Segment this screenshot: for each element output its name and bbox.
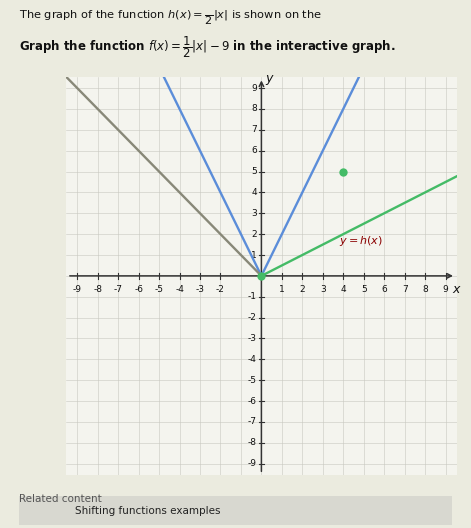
Text: 8: 8 bbox=[251, 105, 257, 114]
Text: Graph the function $f(x) = \dfrac{1}{2}|x| - 9$ in the interactive graph.: Graph the function $f(x) = \dfrac{1}{2}|… bbox=[19, 34, 396, 60]
Text: -4: -4 bbox=[175, 285, 184, 294]
Text: 6: 6 bbox=[382, 285, 387, 294]
Text: 8: 8 bbox=[422, 285, 428, 294]
Text: $y = h(x)$: $y = h(x)$ bbox=[339, 233, 383, 248]
Text: 6: 6 bbox=[251, 146, 257, 155]
Text: 1: 1 bbox=[279, 285, 285, 294]
Text: 3: 3 bbox=[251, 209, 257, 218]
Text: -4: -4 bbox=[248, 355, 257, 364]
Text: -3: -3 bbox=[195, 285, 204, 294]
Text: 9: 9 bbox=[443, 285, 448, 294]
Text: 7: 7 bbox=[251, 125, 257, 134]
Text: 7: 7 bbox=[402, 285, 407, 294]
Text: 4: 4 bbox=[251, 188, 257, 197]
Text: Related content: Related content bbox=[19, 494, 102, 504]
Text: -9: -9 bbox=[248, 459, 257, 468]
Text: y: y bbox=[266, 71, 273, 84]
Text: The graph of the function $h(x) = \dfrac{\ }{2}|x|$ is shown on the: The graph of the function $h(x) = \dfrac… bbox=[19, 8, 322, 26]
Text: -3: -3 bbox=[248, 334, 257, 343]
Text: -5: -5 bbox=[248, 376, 257, 385]
Text: -9: -9 bbox=[73, 285, 81, 294]
Text: 2: 2 bbox=[300, 285, 305, 294]
Text: 2: 2 bbox=[251, 230, 257, 239]
Text: -5: -5 bbox=[154, 285, 163, 294]
Text: Shifting functions examples: Shifting functions examples bbox=[75, 506, 221, 516]
Text: 5: 5 bbox=[361, 285, 366, 294]
Text: -6: -6 bbox=[134, 285, 143, 294]
Text: 4: 4 bbox=[341, 285, 346, 294]
Text: -6: -6 bbox=[248, 397, 257, 406]
Text: -1: -1 bbox=[248, 293, 257, 301]
Text: 1: 1 bbox=[251, 250, 257, 259]
Text: -8: -8 bbox=[248, 438, 257, 447]
Text: -2: -2 bbox=[248, 313, 257, 322]
Text: 9: 9 bbox=[251, 83, 257, 92]
Text: -2: -2 bbox=[216, 285, 225, 294]
Text: -7: -7 bbox=[248, 418, 257, 427]
Text: -7: -7 bbox=[114, 285, 122, 294]
Text: 5: 5 bbox=[251, 167, 257, 176]
Text: -8: -8 bbox=[93, 285, 102, 294]
Text: 3: 3 bbox=[320, 285, 325, 294]
Text: x: x bbox=[452, 283, 460, 296]
